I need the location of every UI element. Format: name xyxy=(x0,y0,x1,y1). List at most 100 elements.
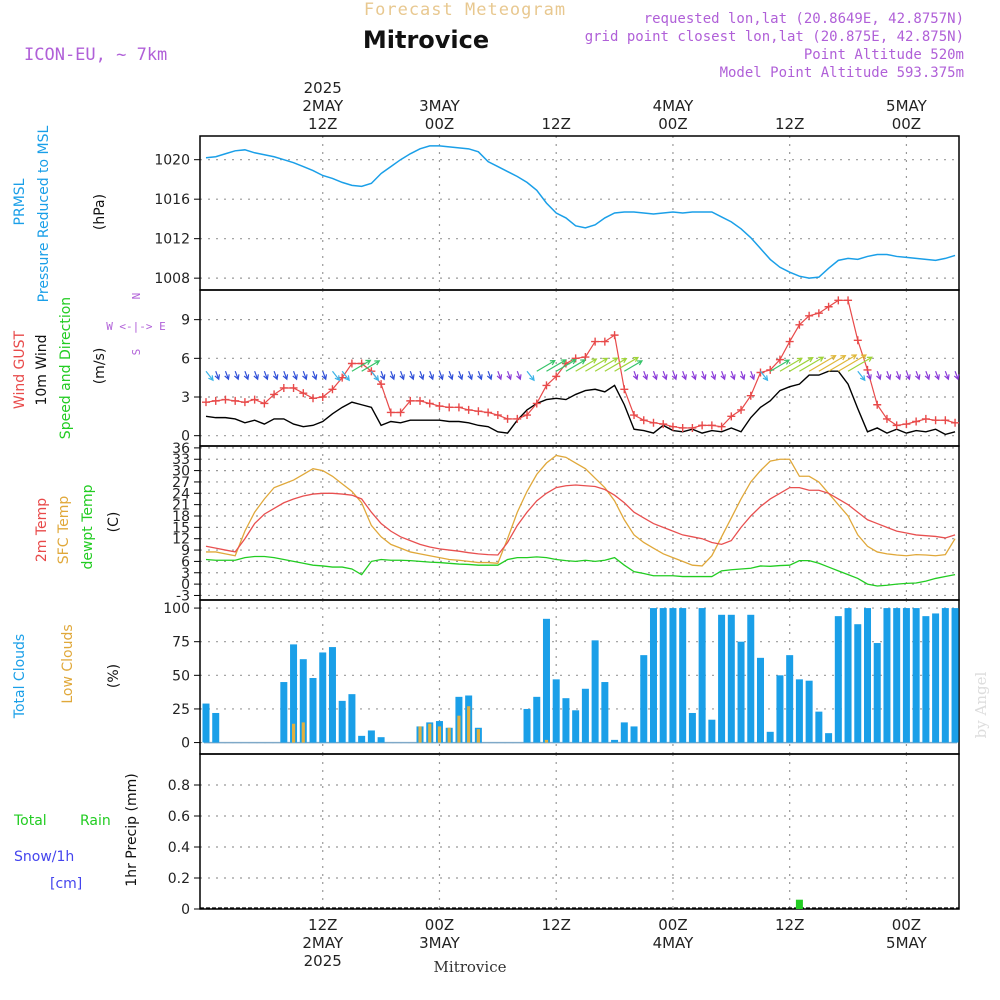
wind-arrow xyxy=(321,371,328,381)
total-cloud-bar xyxy=(377,737,385,743)
gust-marker xyxy=(289,383,298,392)
wind-arrow xyxy=(302,371,308,381)
wind-labels: Wind GUST 10m Wind Speed and Direction (… xyxy=(12,293,166,440)
label-prmsl: PRMSL xyxy=(12,178,28,225)
gust-marker xyxy=(523,411,532,420)
bottom-time-label: 12Z xyxy=(775,916,804,934)
wind-arrow xyxy=(749,371,756,381)
gust-marker xyxy=(610,331,619,340)
total-cloud-bar xyxy=(922,616,930,743)
gust-marker xyxy=(396,408,405,417)
y-tick-label: 0.4 xyxy=(168,840,190,856)
rain-bar xyxy=(795,899,803,909)
gust-marker xyxy=(464,405,473,414)
gust-marker xyxy=(756,368,765,377)
gust-marker xyxy=(299,389,308,398)
wind-arrow xyxy=(205,370,214,382)
y-tick-label: 6 xyxy=(181,554,190,570)
total-cloud-bar xyxy=(202,703,210,743)
total-cloud-bar xyxy=(932,613,940,743)
wind-arrow xyxy=(282,371,289,381)
y-tick-label: 27 xyxy=(172,475,190,491)
wind-arrow xyxy=(700,371,707,381)
wind-speed-line xyxy=(205,370,956,436)
total-cloud-bar xyxy=(358,735,366,743)
label-cm: [cm] xyxy=(50,876,82,892)
wind-arrow xyxy=(565,359,587,372)
total-cloud-bar xyxy=(727,614,735,743)
top-time-label: 4MAY xyxy=(653,97,695,115)
compass-label: W <-|-> E xyxy=(106,320,166,333)
wind-arrow xyxy=(224,371,230,381)
total-cloud-bar xyxy=(698,608,706,743)
gust-marker xyxy=(221,395,230,404)
low-cloud-bar xyxy=(291,723,296,743)
wind-arrow xyxy=(477,371,483,381)
low-cloud-bar xyxy=(301,722,305,743)
watermark: by Angel xyxy=(972,671,990,738)
wind-arrow xyxy=(847,356,873,372)
total-cloud-bar xyxy=(640,655,648,743)
wind-arrow xyxy=(467,371,473,381)
label-precip-unit: 1hr Precip (mm) xyxy=(124,773,140,886)
label-wind-gust: Wind GUST xyxy=(12,330,28,409)
top-time-label: 12Z xyxy=(542,115,571,133)
top-time-label: 00Z xyxy=(425,115,454,133)
chart-panels: 10081012101610200369-3036912151821242730… xyxy=(154,135,960,918)
y-tick-label: 0.8 xyxy=(168,778,190,794)
total-cloud-bar xyxy=(737,641,745,743)
total-cloud-bar xyxy=(581,688,589,743)
gust-marker xyxy=(668,422,677,431)
gust-marker xyxy=(785,337,794,346)
wind-arrow xyxy=(379,371,386,381)
gust-marker xyxy=(260,399,269,408)
gust-marker xyxy=(882,414,891,423)
y-tick-label: 21 xyxy=(172,498,190,514)
total-cloud-bar xyxy=(844,608,852,743)
total-cloud-bar xyxy=(328,647,336,743)
wind-arrow xyxy=(885,371,892,381)
gust-marker xyxy=(746,391,755,400)
total-cloud-bar xyxy=(591,640,599,743)
bottom-time-label: 12Z xyxy=(308,916,337,934)
total-cloud-bar xyxy=(649,608,657,743)
wind-arrow xyxy=(399,371,405,381)
grid-point-coords: grid point closest lon,lat (20.875E, 42.… xyxy=(585,29,964,45)
total-cloud-bar xyxy=(815,711,823,743)
y-tick-label: 1020 xyxy=(154,153,190,169)
wind-arrow xyxy=(730,371,736,381)
label-c: (C) xyxy=(106,512,122,533)
y-tick-label: 1016 xyxy=(154,192,190,208)
y-tick-label: -3 xyxy=(176,588,190,604)
gust-marker xyxy=(425,399,434,408)
y-tick-label: 100 xyxy=(163,601,190,617)
top-time-label: 3MAY xyxy=(419,97,461,115)
wind-arrow xyxy=(272,371,279,381)
panel-2: 0 3 6 9 xyxy=(181,289,960,447)
gust-marker xyxy=(386,408,395,417)
gust-marker xyxy=(678,423,687,432)
y-tick-label: 30 xyxy=(172,464,190,480)
y-tick-label: 1012 xyxy=(154,232,190,248)
top-time-label: 00Z xyxy=(658,115,687,133)
dewpt-temp-line xyxy=(205,555,956,587)
label-snow: Snow/1h xyxy=(14,849,74,865)
wind-arrow xyxy=(642,371,649,381)
total-cloud-bar xyxy=(611,739,619,743)
total-cloud-bar xyxy=(776,675,784,743)
wind-arrow xyxy=(341,370,350,382)
wind-arrow xyxy=(944,371,950,381)
gust-marker xyxy=(503,414,512,423)
total-cloud-bar xyxy=(338,700,346,743)
low-cloud-bar xyxy=(457,715,461,743)
gust-marker xyxy=(834,296,843,305)
wind-arrow xyxy=(418,371,425,381)
gust-marker xyxy=(824,302,833,311)
gust-marker xyxy=(406,396,415,405)
wind-arrow xyxy=(526,370,535,382)
bottom-time-label: 00Z xyxy=(658,916,687,934)
chart-title: Forecast Meteogram xyxy=(364,0,566,20)
wind-arrow xyxy=(914,371,921,381)
gust-marker xyxy=(484,408,493,417)
y-tick-label: 0 xyxy=(181,577,190,593)
